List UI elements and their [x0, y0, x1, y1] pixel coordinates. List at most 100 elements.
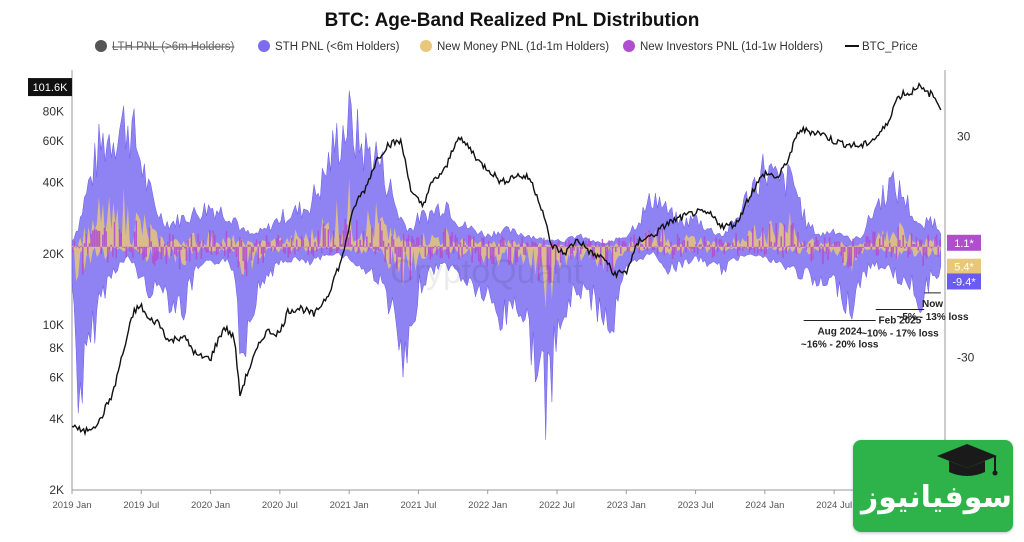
- new-investors-spike: [389, 246, 391, 265]
- left-tick-label: 4K: [49, 412, 64, 426]
- new-investors-spike: [736, 246, 739, 256]
- new-investors-spike: [536, 244, 539, 247]
- new-investors-spike: [100, 246, 102, 255]
- new-investors-spike: [912, 244, 914, 247]
- new-investors-spike: [581, 246, 584, 249]
- new-investors-spike: [237, 246, 239, 268]
- new-investors-spike: [178, 246, 181, 270]
- x-tick-label: 2022 Jul: [539, 500, 575, 511]
- new-investors-spike: [675, 246, 677, 251]
- new-investors-spike: [815, 236, 818, 247]
- new-investors-spike: [578, 246, 580, 248]
- new-investors-spike: [247, 244, 249, 247]
- new-investors-spike: [220, 243, 223, 247]
- new-investors-spike: [904, 246, 906, 249]
- new-investors-spike: [862, 246, 864, 248]
- new-investors-spike: [264, 246, 266, 254]
- new-investors-spike: [907, 246, 909, 258]
- new-investors-spike: [478, 246, 480, 262]
- new-investors-spike: [210, 246, 213, 255]
- new-investors-spike: [295, 239, 298, 247]
- new-investors-spike: [372, 246, 375, 250]
- new-investors-spike: [364, 246, 366, 248]
- new-investors-spike: [496, 244, 498, 247]
- new-investors-spike: [546, 246, 549, 271]
- new-investors-spike: [905, 243, 908, 247]
- new-investors-spike: [852, 238, 854, 247]
- new-investors-spike: [138, 246, 141, 255]
- new-investors-spike: [446, 246, 448, 255]
- new-investors-spike: [847, 246, 849, 268]
- new-investors-spike: [589, 241, 592, 247]
- new-investors-spike: [752, 228, 754, 247]
- new-investors-spike: [354, 245, 356, 247]
- new-investors-spike: [758, 240, 761, 247]
- new-investors-spike: [302, 240, 305, 247]
- new-investors-spike: [701, 246, 704, 250]
- new-investors-spike: [693, 246, 696, 253]
- new-investors-spike: [335, 246, 338, 254]
- new-investors-spike: [650, 237, 652, 247]
- new-investors-spike: [618, 237, 620, 247]
- new-investors-spike: [471, 246, 473, 263]
- annotation-title: Aug 2024: [817, 327, 862, 338]
- new-investors-spike: [452, 246, 455, 254]
- new-investors-spike: [534, 242, 537, 247]
- new-investors-spike: [489, 246, 492, 260]
- new-investors-spike: [678, 237, 681, 247]
- new-investors-spike: [895, 246, 898, 259]
- new-investors-spike: [224, 246, 226, 256]
- new-investors-spike: [422, 246, 425, 248]
- new-investors-spike: [437, 246, 440, 247]
- new-investors-spike: [765, 246, 767, 254]
- new-investors-spike: [586, 243, 589, 247]
- new-investors-spike: [307, 246, 310, 256]
- new-investors-spike: [810, 246, 813, 262]
- new-investors-spike: [648, 230, 650, 247]
- new-investors-spike: [665, 245, 667, 247]
- new-investors-spike: [202, 239, 204, 247]
- new-investors-spike: [935, 234, 938, 247]
- x-tick-label: 2023 Jul: [678, 500, 714, 511]
- new-investors-spike: [713, 246, 716, 257]
- new-investors-spike: [371, 227, 373, 247]
- new-investors-spike: [324, 228, 326, 247]
- new-investors-spike: [930, 246, 933, 249]
- new-investors-spike: [922, 246, 924, 267]
- new-investors-spike: [185, 246, 188, 261]
- new-investors-spike: [616, 246, 619, 248]
- new-investors-spike: [417, 236, 420, 247]
- new-investors-spike: [147, 246, 149, 248]
- new-investors-spike: [320, 246, 323, 253]
- new-investors-spike: [245, 246, 248, 277]
- new-investors-spike: [105, 231, 107, 247]
- new-investors-spike: [767, 246, 769, 248]
- new-investors-spike: [222, 246, 224, 249]
- new-investors-spike: [426, 246, 428, 248]
- new-investors-spike: [341, 243, 343, 247]
- new-investors-spike: [464, 245, 467, 247]
- new-investors-spike: [877, 246, 879, 256]
- new-investors-spike: [914, 243, 916, 247]
- new-investors-spike: [630, 237, 632, 247]
- new-investors-spike: [680, 246, 682, 257]
- new-investors-spike: [606, 246, 609, 272]
- new-investors-spike: [561, 246, 564, 247]
- new-investors-spike: [625, 242, 627, 247]
- new-investors-spike: [259, 241, 261, 247]
- new-investors-spike: [330, 246, 333, 253]
- new-investors-spike: [641, 244, 644, 247]
- new-investors-spike: [118, 229, 121, 247]
- new-investors-spike: [399, 246, 401, 258]
- new-investors-spike: [170, 246, 173, 256]
- new-investors-spike: [122, 246, 124, 248]
- new-investors-spike: [596, 246, 599, 248]
- new-investors-spike: [594, 241, 597, 247]
- new-investors-spike: [152, 246, 154, 264]
- legend-label: BTC_Price: [862, 41, 918, 53]
- new-investors-spike: [219, 246, 221, 249]
- end-value-label: 1.1*: [954, 238, 974, 250]
- new-investors-spike: [325, 246, 328, 250]
- new-investors-spike: [120, 232, 122, 247]
- new-investors-spike: [334, 244, 336, 247]
